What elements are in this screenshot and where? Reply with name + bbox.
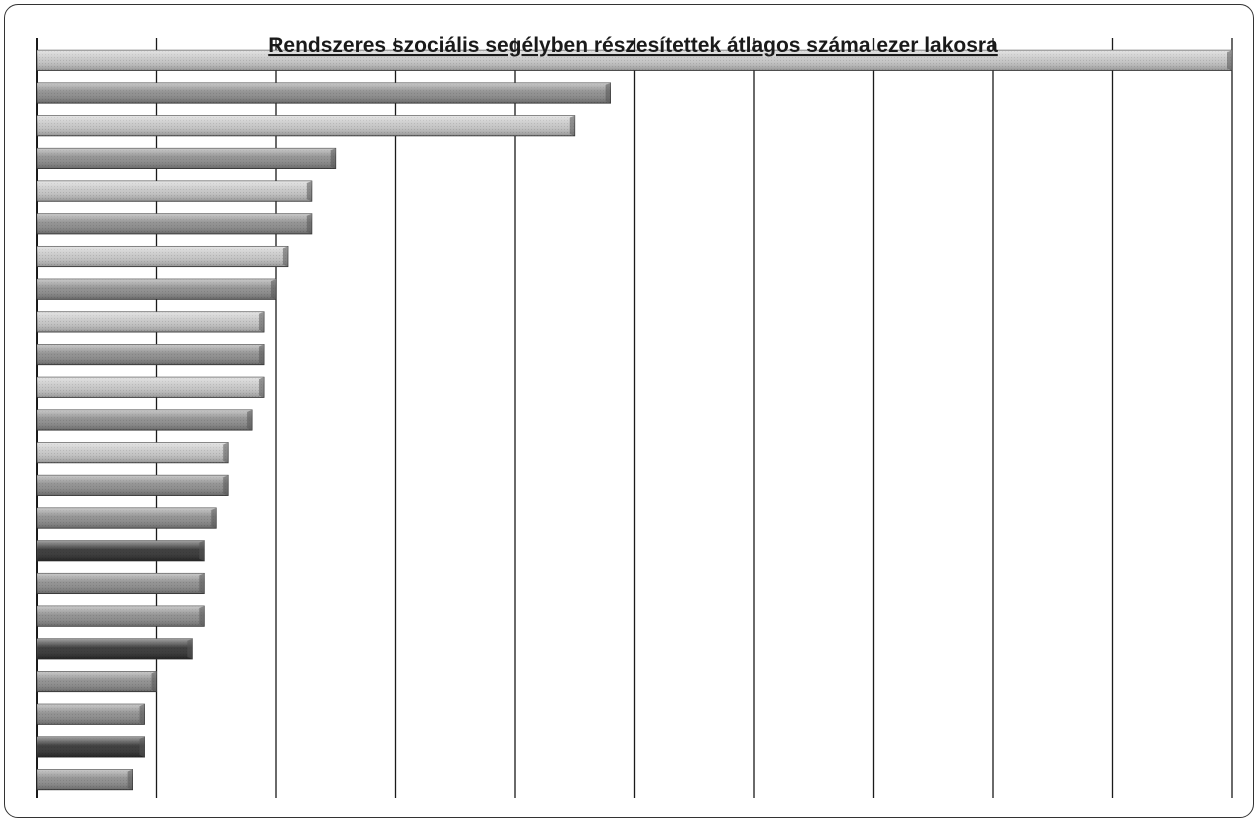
bar: [36, 638, 193, 660]
bar: [36, 245, 289, 268]
bar: [36, 311, 265, 333]
bar: [36, 147, 337, 169]
bar: [36, 376, 265, 398]
chart-title: Rendszeres szociális segélyben részesíte…: [268, 34, 998, 57]
bar: [36, 474, 229, 496]
bar: [36, 605, 205, 627]
bar: [36, 344, 265, 366]
bar: [36, 572, 205, 595]
bar: [36, 736, 145, 758]
bar: [36, 769, 133, 791]
bar: [36, 540, 205, 562]
bars: [36, 49, 1233, 791]
bar: [36, 115, 576, 137]
bar: [36, 49, 1233, 71]
bar: [36, 671, 157, 693]
bar: [36, 213, 313, 235]
bar: [36, 409, 253, 431]
bar: [36, 278, 277, 300]
bar: [36, 507, 217, 529]
bar: [36, 442, 229, 464]
bar: [36, 82, 611, 104]
bar: [36, 703, 145, 725]
bar: [36, 180, 313, 202]
